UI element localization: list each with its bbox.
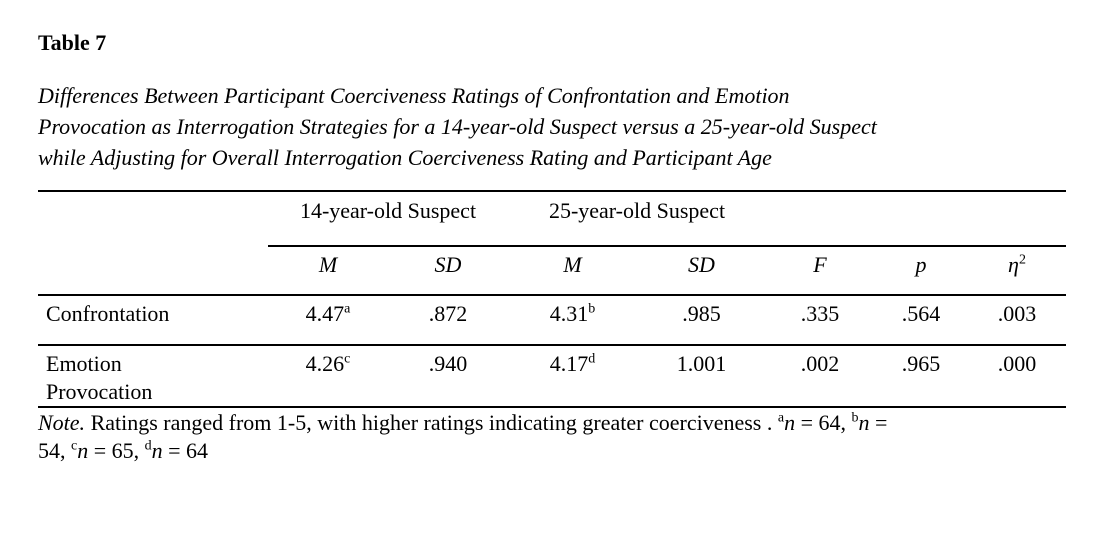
caption-line-1: Differences Between Participant Coercive… — [38, 83, 790, 108]
table-caption: Differences Between Participant Coercive… — [38, 80, 1088, 173]
caption-line-3: while Adjusting for Overall Interrogatio… — [38, 145, 772, 170]
eta-exponent: 2 — [1018, 252, 1026, 268]
spacer-cell — [766, 191, 1066, 247]
row-label-emotion-provocation: Emotion Provocation — [38, 345, 268, 408]
cell-m-14: 4.47a — [268, 295, 388, 346]
footnote-b-variable: n — [858, 410, 870, 435]
footnote-d-value: = 64 — [162, 438, 209, 463]
table-note: Note. Ratings ranged from 1-5, with high… — [38, 409, 1088, 465]
cell-p: .965 — [874, 345, 968, 408]
cell-sd-25: 1.001 — [637, 345, 766, 408]
spanner-row: 14-year-old Suspect 25-year-old Suspect — [38, 191, 1066, 247]
stats-table: 14-year-old Suspect 25-year-old Suspect … — [38, 190, 1066, 408]
footnote-d-variable: n — [151, 438, 163, 463]
col-header-sd-14: SD — [388, 246, 508, 296]
footnote-a-value: = 64, — [795, 410, 852, 435]
cell-eta-squared: .000 — [968, 345, 1066, 408]
cell-sd-14: .940 — [388, 345, 508, 408]
row-label-confrontation: Confrontation — [38, 295, 268, 346]
row-label-line-1: Confrontation — [46, 301, 170, 326]
cell-f: .335 — [766, 295, 874, 346]
cell-superscript: b — [588, 301, 596, 317]
row-label-line-2: Provocation — [46, 379, 153, 404]
cell-value: 4.31 — [549, 301, 589, 326]
cell-m-14: 4.26c — [268, 345, 388, 408]
footnote-b-value: = — [869, 410, 888, 435]
cell-eta-squared: .003 — [968, 295, 1066, 346]
footnote-d-superscript: d — [144, 438, 152, 454]
footnote-c-superscript: c — [71, 438, 78, 454]
cell-value: 4.17 — [549, 351, 589, 376]
note-line-1: Note. Ratings ranged from 1-5, with high… — [38, 409, 1088, 437]
footnote-c-value: = 65, — [88, 438, 145, 463]
col-header-sd-25: SD — [637, 246, 766, 296]
footnote-b-superscript: b — [851, 410, 859, 426]
note-body: Ratings ranged from 1-5, with higher rat… — [85, 410, 778, 435]
cell-superscript: d — [588, 351, 596, 367]
cell-value: 4.26 — [305, 351, 345, 376]
cell-m-25: 4.31b — [508, 295, 637, 346]
row-label-line-1: Emotion — [46, 351, 122, 376]
note-line-2: 54, cn = 65, dn = 64 — [38, 437, 1088, 465]
column-header-row: M SD M SD F p η2 — [38, 246, 1066, 296]
footnote-a-superscript: a — [777, 410, 785, 426]
footnote-c-variable: n — [77, 438, 89, 463]
spacer-cell — [38, 191, 268, 246]
eta-symbol: η — [1008, 252, 1019, 277]
cell-value: 4.47 — [305, 301, 345, 326]
cell-superscript: c — [344, 351, 351, 367]
spanner-14-year-old-suspect: 14-year-old Suspect — [268, 191, 508, 247]
spacer-cell — [38, 246, 268, 296]
col-header-m-14: M — [268, 246, 388, 296]
cell-sd-14: .872 — [388, 295, 508, 346]
cell-p: .564 — [874, 295, 968, 346]
caption-line-2: Provocation as Interrogation Strategies … — [38, 114, 877, 139]
footnote-b-value-continued: 54, — [38, 438, 71, 463]
cell-m-25: 4.17d — [508, 345, 637, 408]
cell-f: .002 — [766, 345, 874, 408]
cell-superscript: a — [344, 301, 351, 317]
col-header-f: F — [766, 246, 874, 296]
table-row-confrontation: Confrontation 4.47a .872 4.31b .985 .335… — [38, 295, 1066, 346]
table-number: Table 7 — [38, 30, 107, 55]
col-header-p: p — [874, 246, 968, 296]
col-header-eta-squared: η2 — [968, 246, 1066, 296]
col-header-m-25: M — [508, 246, 637, 296]
table-row-emotion-provocation: Emotion Provocation 4.26c .940 4.17d 1.0… — [38, 345, 1066, 408]
footnote-a-variable: n — [784, 410, 796, 435]
spanner-25-year-old-suspect: 25-year-old Suspect — [508, 191, 766, 247]
note-label: Note. — [38, 410, 86, 435]
cell-sd-25: .985 — [637, 295, 766, 346]
